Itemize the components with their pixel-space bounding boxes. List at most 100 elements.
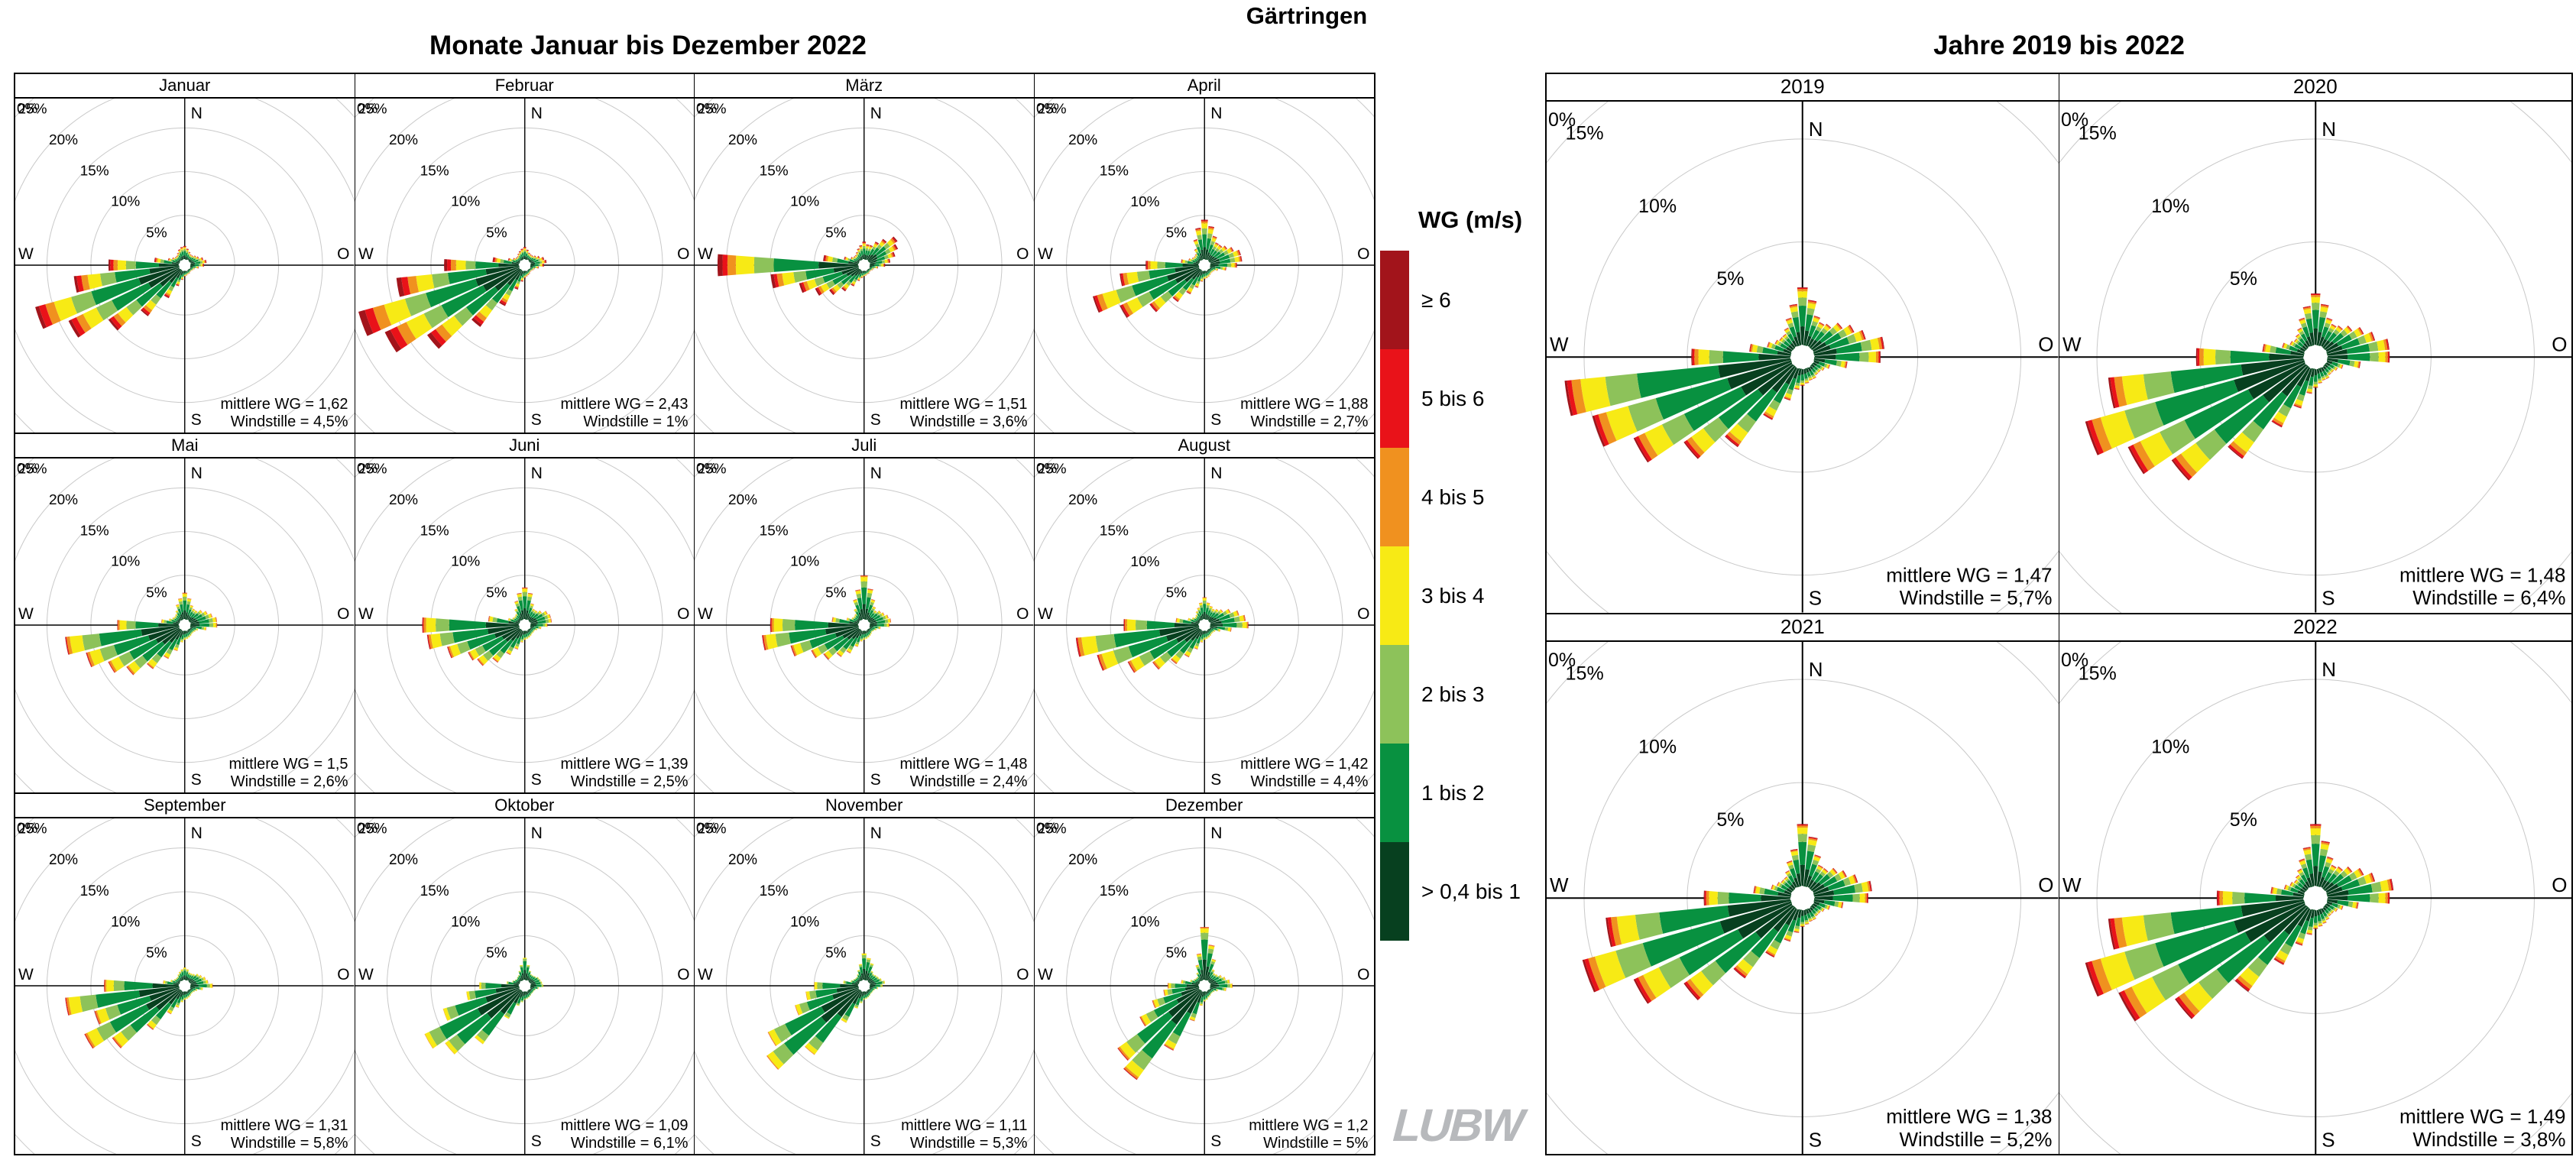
wind-sector [84,1033,94,1048]
wind-sector [867,990,869,993]
wind-sector [2297,329,2303,333]
wind-sector [859,630,863,637]
wind-sector [1820,366,1824,371]
wind-sector [1097,653,1107,670]
wind-sector [847,618,851,621]
wind-sector [882,615,886,620]
wind-sector [530,258,533,261]
wind-sector [1836,322,1842,329]
wind-sector [1758,364,1794,396]
wind-sector [193,259,199,263]
wind-sector [869,271,870,273]
wind-sector [1218,983,1227,988]
wind-sector [502,293,510,301]
wind-sector [1800,382,1805,385]
wind-sector [2324,881,2334,891]
wind-sector [2307,925,2312,931]
compass-north-label: N [530,825,542,842]
wind-sector [865,246,869,249]
wind-sector [1824,359,1837,366]
wind-sector [146,988,180,1010]
wind-sector [872,613,878,619]
wind-sector [190,613,196,618]
wind-sector [105,1004,122,1020]
wind-sector [1210,987,1213,990]
wind-sector [1768,342,1771,348]
wind-sector [109,660,118,672]
wind-sector [876,251,887,259]
wind-sector [1126,619,1136,631]
wind-sector [1208,270,1210,273]
wind-sector [175,257,177,259]
wind-sector [1205,608,1209,614]
wind-sector [1786,887,1793,893]
wind-sector [2300,873,2308,883]
wind-sector [501,297,507,303]
wind-sector [854,1006,858,1009]
wind-sector [1187,261,1194,264]
wind-sector [782,272,795,286]
wind-sector [1810,906,1814,911]
ring-label: 20% [1068,132,1097,148]
wind-sector [182,255,184,260]
wind-sector [177,279,181,283]
wind-sector [1191,257,1193,260]
wind-sector [516,1003,520,1006]
wind-sector [2351,901,2357,909]
wind-sector [523,250,526,252]
wind-sector [534,258,537,261]
wind-sector [2328,904,2335,909]
wind-sector [2309,873,2315,886]
wind-sector [526,271,528,274]
wind-sector [1808,300,1817,302]
wind-sector [870,270,871,271]
wind-sector [847,617,849,621]
wind-sector [1797,825,1808,828]
wind-sector [1184,653,1190,657]
wind-sector [1788,886,1794,891]
wind-sector [1811,368,1816,373]
wind-sector [2302,883,2309,889]
wind-sector [523,273,526,276]
wind-sector [2326,906,2331,912]
wind-sector [1213,627,1217,631]
wind-sector [515,258,517,259]
wind-sector [1196,246,1201,254]
wind-sector [177,281,180,284]
ring-label: 15% [1566,663,1604,684]
wind-sector [867,966,873,974]
wind-sector [832,987,859,1000]
wind-sector [525,272,527,274]
wind-sector [1236,262,1237,268]
wind-sector [531,268,533,271]
wind-sector [858,612,863,620]
wind-sector [528,993,531,996]
wind-sector [528,273,530,274]
wind-sector [1789,304,1797,307]
wind-sector [871,991,873,993]
wind-sector [853,599,857,601]
wind-sector [1213,267,1217,271]
wind-sector [880,978,882,981]
wind-sector [1823,867,1829,872]
wind-sector [522,596,527,609]
wind-sector [860,634,864,639]
wind-sector [2284,924,2302,947]
compass-south-label: S [870,1132,881,1150]
wind-sector [118,651,134,666]
wind-sector [76,275,84,293]
wind-sector [190,262,196,265]
wind-sector [145,300,157,311]
wind-sector [2318,925,2323,927]
wind-sector [1842,902,1844,909]
ring-label: 20% [728,132,757,148]
wind-sector [423,617,426,633]
wind-sector [2305,859,2313,874]
wind-sector [870,625,874,628]
wind-sector [2328,372,2331,375]
wind-sector [1136,271,1150,282]
wind-sector [857,977,860,980]
wind-sector [190,267,192,270]
